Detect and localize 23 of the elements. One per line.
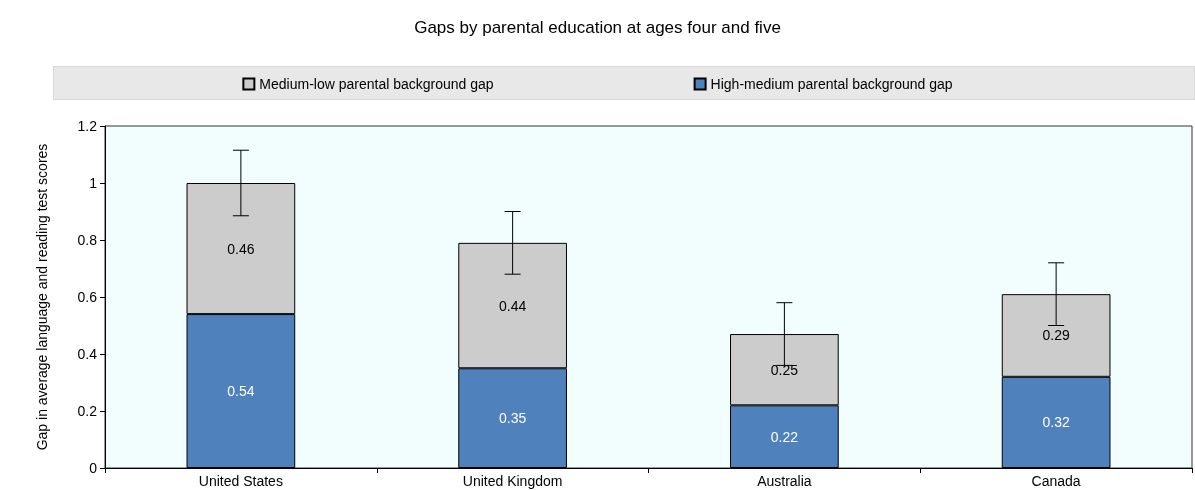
y-tick-label: 0.6 (77, 289, 98, 305)
data-label: 0.54 (227, 383, 255, 400)
y-tick-label: 1 (89, 175, 98, 191)
chart-title: Gaps by parental education at ages four and five (414, 18, 781, 37)
data-label: 0.29 (1042, 327, 1070, 344)
y-tick-label: 0.8 (77, 232, 98, 248)
legend-label: High-medium parental background gap (710, 76, 953, 92)
y-tick-label: 0.2 (77, 403, 98, 419)
x-tick-label: Canada (1031, 473, 1081, 489)
y-tick-label: 0.4 (77, 346, 98, 362)
data-label: 0.46 (227, 240, 255, 257)
data-label: 0.22 (770, 428, 799, 445)
y-tick-label: 1.2 (77, 118, 98, 134)
x-tick-label: United States (198, 473, 283, 489)
y-axis-title: Gap in average language and reading test scores (34, 143, 50, 451)
data-label: 0.25 (770, 361, 799, 378)
data-label: 0.44 (499, 297, 527, 314)
data-label: 0.35 (499, 410, 527, 427)
y-tick-label: 0 (89, 460, 98, 476)
legend-label: Medium-low parental background gap (259, 76, 494, 92)
x-tick-label: United Kingdom (462, 473, 563, 489)
x-tick-label: Australia (757, 473, 812, 489)
data-label: 0.32 (1042, 414, 1070, 431)
